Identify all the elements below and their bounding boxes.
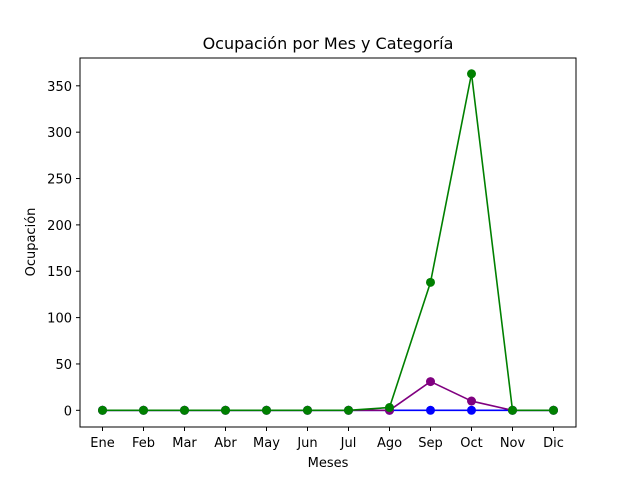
y-tick-label: 300 xyxy=(47,126,72,141)
y-tick-label: 150 xyxy=(47,265,72,280)
x-tick-label: Ago xyxy=(377,436,402,451)
series-3-point xyxy=(426,277,435,287)
x-tick-label: Feb xyxy=(132,436,155,451)
x-tick-label: Nov xyxy=(500,436,526,451)
axis-layer: Ene Feb Mar Abr May Jun Jul Ago Sep Oct Nov Dic 0 50 1… xyxy=(47,80,564,451)
y-tick-label: 250 xyxy=(47,173,72,188)
y-tick-label: 0 xyxy=(64,404,72,419)
chart-title: Ocupación por Mes y Categoría xyxy=(203,34,454,53)
y-tick-label: 100 xyxy=(47,312,72,327)
x-tick-label: Jun xyxy=(296,436,317,451)
y-tick-label: 350 xyxy=(47,80,72,95)
series-1-point xyxy=(426,405,435,415)
x-tick-label: Abr xyxy=(214,436,237,451)
series-2-point xyxy=(426,377,435,387)
x-axis-label: Meses xyxy=(308,456,349,471)
x-tick-label: Mar xyxy=(172,436,197,451)
y-tick-label: 50 xyxy=(55,358,72,373)
series-3-point xyxy=(385,403,394,413)
series-3-point xyxy=(98,405,107,415)
x-tick-label: Sep xyxy=(418,436,443,451)
series-3-point xyxy=(303,405,312,415)
y-tick-label: 200 xyxy=(47,219,72,234)
series-3-point xyxy=(344,405,353,415)
series-3-point xyxy=(508,405,517,415)
x-tick-label: Dic xyxy=(543,436,564,451)
plot-frame xyxy=(79,57,577,428)
series-3-point xyxy=(467,69,476,79)
series-line-3 xyxy=(102,72,554,412)
plot-layer xyxy=(98,69,558,415)
series-3-point xyxy=(221,405,230,415)
series-3-point xyxy=(262,405,271,415)
series-3-point xyxy=(180,405,189,415)
series-2-point xyxy=(467,396,476,406)
series-3-point xyxy=(139,405,148,415)
x-tick-label: Jul xyxy=(340,436,357,451)
x-tick-label: May xyxy=(253,436,280,451)
y-axis-label: Ocupación xyxy=(24,208,39,277)
x-tick-label: Ene xyxy=(90,436,114,451)
x-tick-label: Oct xyxy=(460,436,482,451)
series-3-point xyxy=(549,405,558,415)
series-1-point xyxy=(467,405,476,415)
